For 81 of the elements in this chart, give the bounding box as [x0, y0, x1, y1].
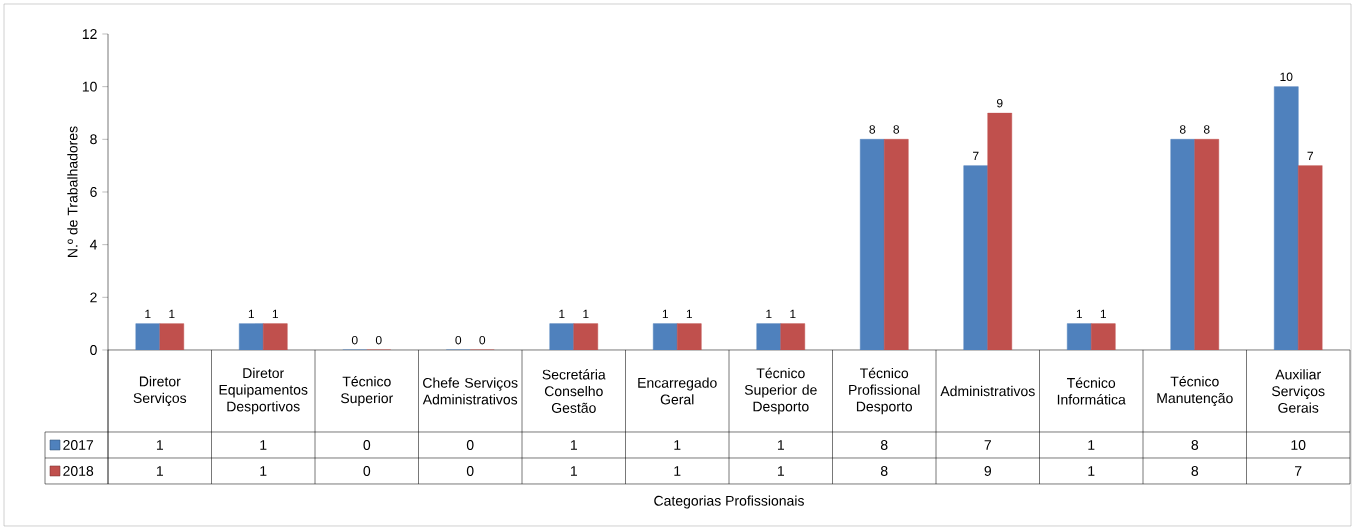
- legend-label: 2017: [63, 440, 94, 450]
- bar: [756, 323, 782, 350]
- legend-label: 2018: [63, 466, 94, 476]
- data-label: 9: [984, 466, 992, 476]
- y-axis-title: N.º de Trabalhadores: [67, 126, 78, 257]
- text: 1: [686, 309, 693, 319]
- text: 10: [1280, 72, 1293, 82]
- bar: [652, 323, 678, 350]
- y-tick-label: 8: [90, 134, 97, 145]
- text: 1: [790, 309, 796, 319]
- text: 1: [662, 309, 669, 319]
- y-tick-label: 6: [90, 187, 97, 197]
- data-label: 1: [1088, 466, 1095, 476]
- data-label: 1: [570, 466, 578, 476]
- x-tick-label: Secretária Conselho Gestão: [542, 369, 606, 413]
- x-tick-label: Técnico Manutenção: [1157, 376, 1233, 406]
- text: 7: [1307, 151, 1313, 161]
- text: 1: [1100, 309, 1107, 319]
- data-label: 1: [674, 466, 681, 476]
- bar: [859, 139, 885, 350]
- y-tick-label: 4: [89, 239, 97, 250]
- text: 9: [996, 98, 1003, 108]
- x-tick-label: Técnico Superior de Desporto: [744, 367, 817, 415]
- data-label: 1: [570, 440, 578, 450]
- text: 1: [248, 309, 255, 319]
- data-label: 1: [1088, 440, 1095, 450]
- data-label: 0: [466, 466, 474, 476]
- data-label: 1: [156, 466, 164, 476]
- x-tick-label: Diretor Serviços: [133, 376, 187, 406]
- y-tick-label: 0: [90, 345, 97, 355]
- data-label: 1: [260, 440, 267, 450]
- x-tick-label: Técnico Superior: [340, 376, 394, 406]
- bar: [1066, 323, 1092, 350]
- data-label: 0: [363, 440, 371, 450]
- data-label: 10: [1291, 440, 1306, 450]
- bar: [1273, 86, 1299, 350]
- text: 8: [1203, 125, 1210, 134]
- text: 0: [375, 335, 382, 345]
- text: 1: [559, 309, 565, 319]
- text: 1: [145, 309, 151, 319]
- data-label: 8: [1191, 466, 1199, 476]
- data-label: 1: [260, 466, 267, 476]
- text: 1: [583, 309, 589, 319]
- bar: [549, 323, 575, 350]
- data-label: 0: [466, 440, 474, 450]
- y-tick-label: 2: [90, 292, 97, 303]
- x-tick-label: Encarregado Geral: [638, 377, 717, 405]
- text: Categorias Profissionais: [654, 495, 804, 509]
- data-label: 1: [777, 466, 785, 476]
- x-tick-label: Administrativos: [940, 385, 1035, 397]
- x-tick-label: Auxiliar Serviços Gerais: [1271, 369, 1325, 413]
- x-tick-label: Chefe Serviços Administrativos: [422, 377, 518, 405]
- data-label: 8: [880, 466, 888, 476]
- y-tick-label: 12: [82, 29, 97, 39]
- y-tick-label: 10: [82, 81, 97, 92]
- data-label: 7: [1295, 466, 1302, 476]
- data-label: 8: [880, 440, 888, 450]
- x-tick-label: Diretor Equipamentos Desportivos: [219, 367, 308, 415]
- text: 0: [455, 335, 462, 345]
- text: 0: [351, 335, 358, 345]
- text: 1: [1076, 309, 1083, 319]
- text: 1: [169, 309, 175, 319]
- text: 1: [766, 309, 772, 319]
- text: 8: [893, 125, 900, 134]
- bar: [963, 165, 989, 350]
- data-label: 7: [984, 440, 991, 450]
- text: 8: [1179, 125, 1186, 134]
- data-label: 1: [674, 440, 681, 450]
- data-label: 1: [156, 440, 164, 450]
- text: 8: [869, 125, 876, 134]
- data-label: 8: [1191, 440, 1199, 450]
- x-tick-label: Técnico Profissional Desporto: [849, 367, 920, 415]
- bar: [135, 323, 161, 350]
- x-tick-label: Técnico Informática: [1057, 377, 1126, 405]
- text: 7: [973, 151, 979, 161]
- bar: [1170, 139, 1196, 350]
- data-label: 1: [777, 440, 785, 450]
- text: 0: [479, 335, 486, 345]
- data-label: 0: [363, 466, 371, 476]
- text: 1: [272, 309, 279, 319]
- bar: [238, 323, 264, 350]
